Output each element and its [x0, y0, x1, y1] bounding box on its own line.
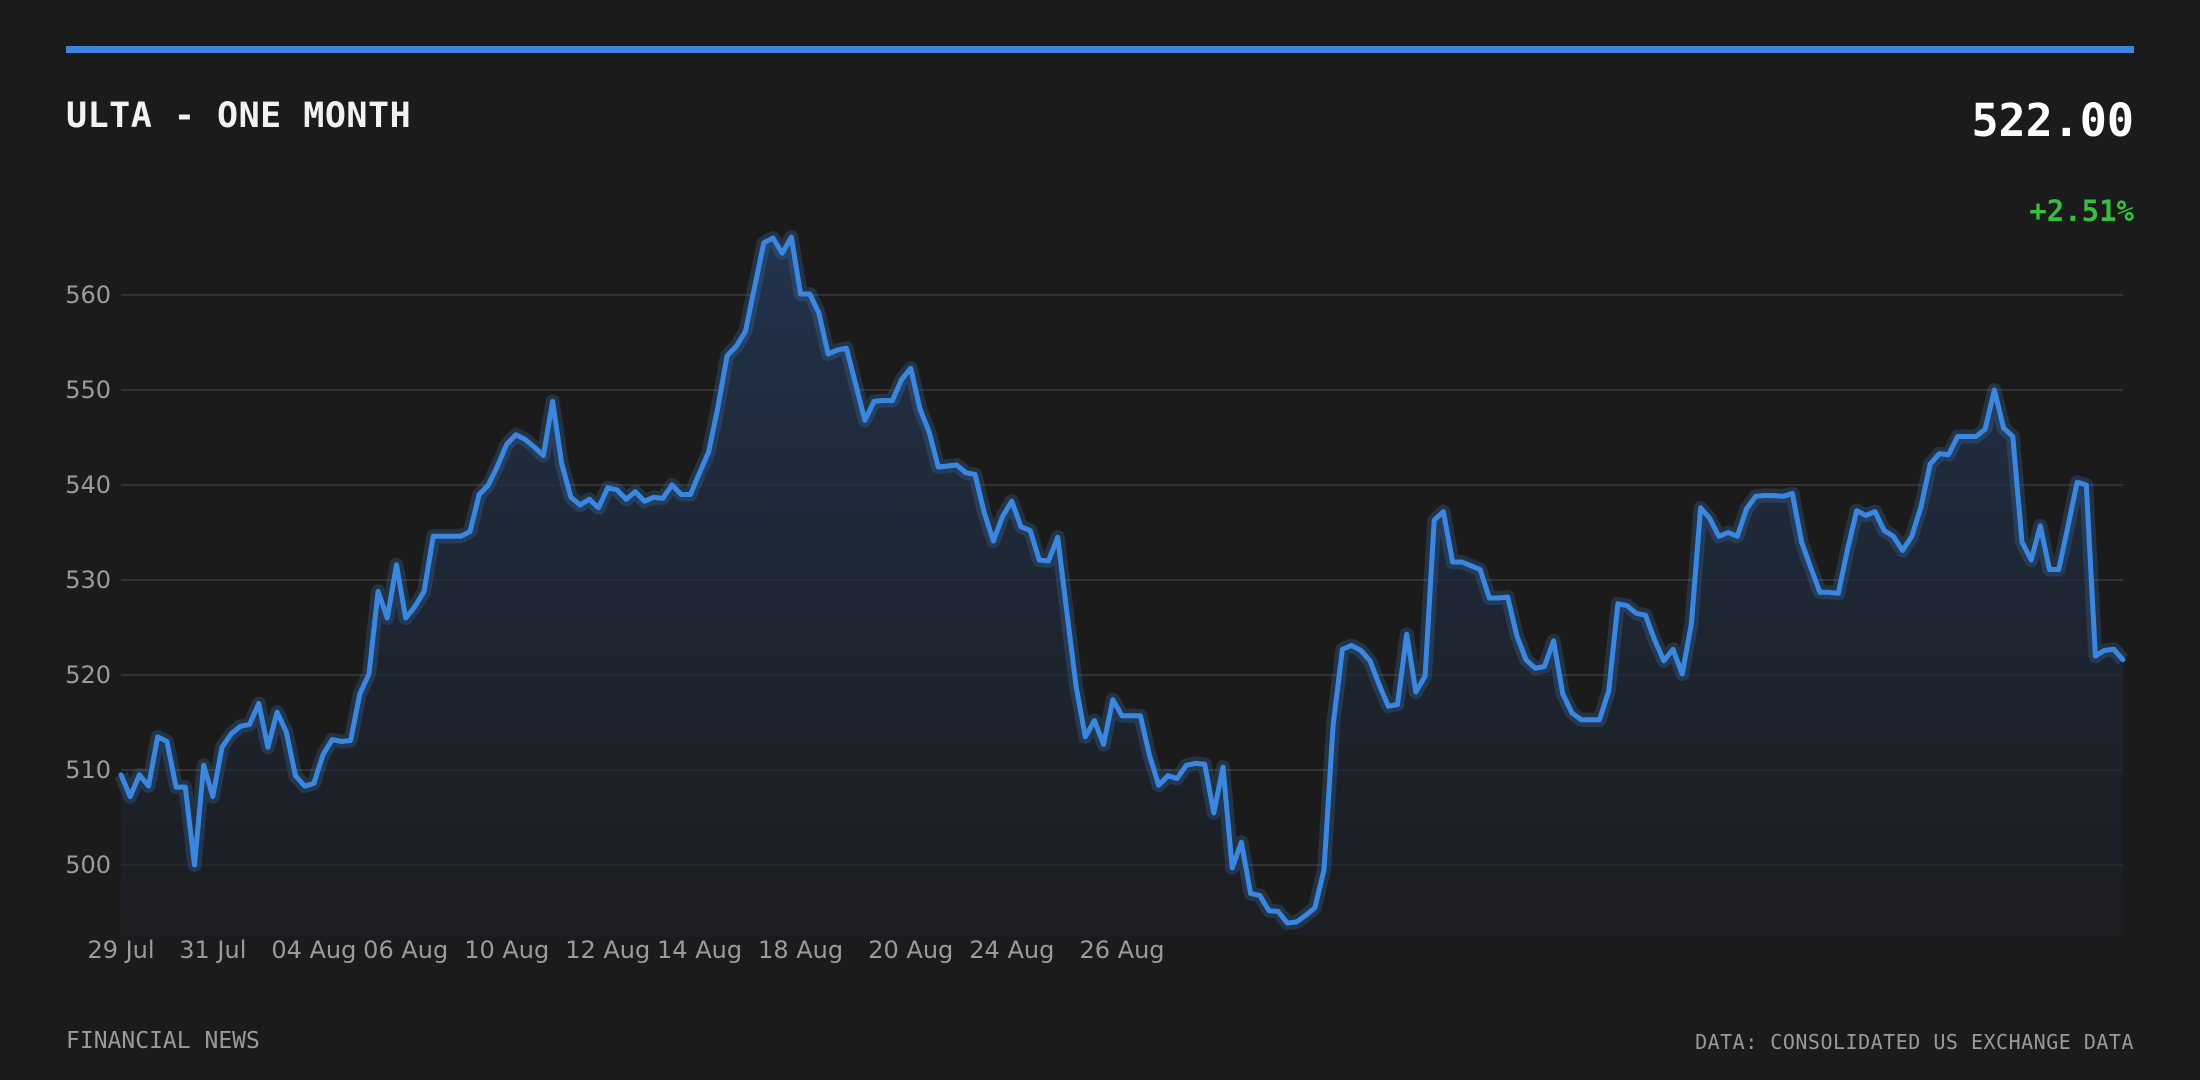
y-tick-label: 520	[65, 661, 111, 689]
x-tick-label: 06 Aug	[363, 936, 448, 964]
x-tick-label: 26 Aug	[1079, 936, 1164, 964]
area-fill-layer	[121, 237, 2123, 935]
accent-bar	[66, 46, 2134, 53]
x-tick-label: 20 Aug	[868, 936, 953, 964]
y-tick-label: 500	[65, 851, 111, 879]
data-attribution: DATA: CONSOLIDATED US EXCHANGE DATA	[1695, 1030, 2134, 1054]
x-axis-labels: 29 Jul 31 Jul 04 Aug 06 Aug 10 Aug 12 Aug 14 A…	[87, 936, 1164, 964]
y-tick-label: 530	[65, 566, 111, 594]
y-axis-labels: 500 510 520 530 540 550 560	[65, 281, 111, 879]
y-tick-label: 510	[65, 756, 111, 784]
y-tick-label: 560	[65, 281, 111, 309]
price-chart: 500 510 520 530 540 550 560 29 Jul 31 Jul 04 Aug…	[65, 230, 2129, 964]
x-tick-label: 18 Aug	[758, 936, 843, 964]
price-line	[118, 234, 2126, 926]
price-area-fill	[121, 237, 2123, 935]
x-tick-label: 14 Aug	[657, 936, 742, 964]
price-change: +2.51%	[2029, 194, 2134, 228]
current-price: 522.00	[1971, 94, 2134, 147]
x-tick-label: 29 Jul	[87, 936, 154, 964]
y-tick-label: 550	[65, 376, 111, 404]
x-tick-label: 24 Aug	[969, 936, 1054, 964]
x-tick-label: 04 Aug	[271, 936, 356, 964]
chart-title: ULTA - ONE MONTH	[66, 96, 412, 136]
y-tick-label: 540	[65, 471, 111, 499]
x-tick-label: 12 Aug	[565, 936, 650, 964]
x-tick-label: 10 Aug	[464, 936, 549, 964]
source-name: FINANCIAL NEWS	[66, 1028, 260, 1054]
x-tick-label: 31 Jul	[179, 936, 246, 964]
price-line-layer	[114, 230, 2129, 930]
